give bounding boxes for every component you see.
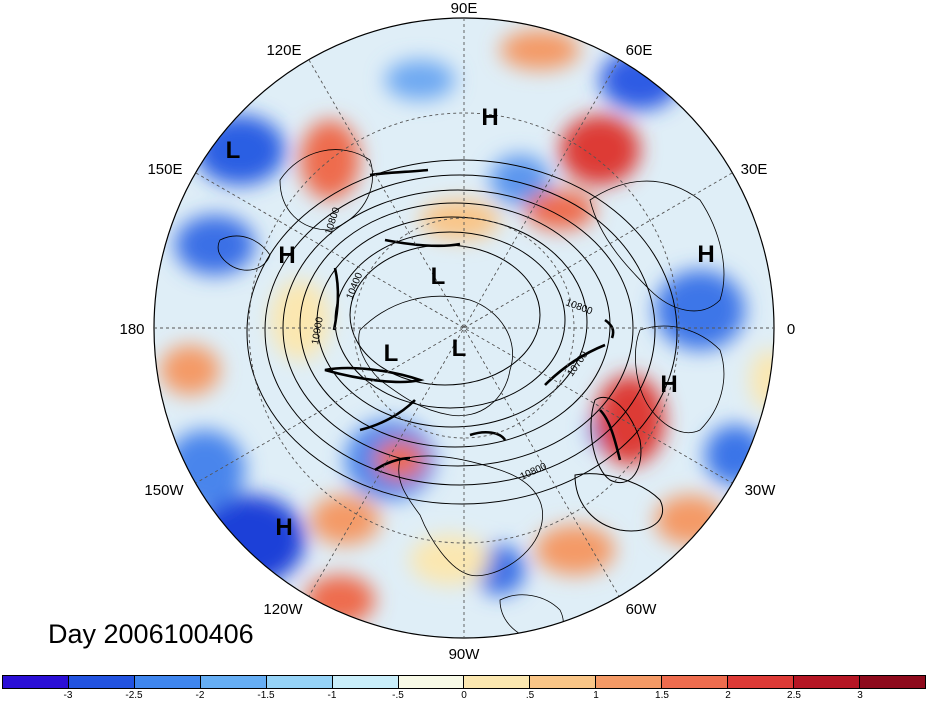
colorbar-tick-label: -1: [327, 690, 337, 701]
colorbar-segment: [398, 676, 465, 688]
colorbar-segment: [662, 676, 729, 688]
colorbar-segment: [134, 676, 201, 688]
colorbar-tick-label: 2.5: [787, 690, 801, 701]
lon-label-150e: 150E: [147, 161, 182, 178]
colorbar-segment: [3, 676, 69, 688]
low-marker: L: [452, 335, 467, 362]
colorbar-segment: [728, 676, 795, 688]
colorbar: [2, 675, 926, 689]
anomaly-field: [154, 18, 774, 638]
pressure-markers: H L H H L L L H H: [226, 104, 715, 541]
colorbar-tick-label: .5: [525, 690, 535, 701]
colorbar-segment: [859, 676, 925, 688]
lon-label-60w: 60W: [626, 601, 658, 618]
lon-label-120w: 120W: [263, 601, 303, 618]
longitude-labels: 90E 60E 30E 0 30W 60W 90W 120W 150W 180 …: [119, 0, 795, 663]
colorbar-tick-label: 2: [725, 690, 731, 701]
colorbar-ticks: -3 -2.5 -2 -1.5 -1 -.5 0 .5 1 1.5 2 2.5 3: [2, 690, 926, 702]
map-title: Day 2006100406: [48, 619, 254, 649]
colorbar-segment: [266, 676, 333, 688]
contour-label: 10900: [310, 316, 326, 346]
lon-label-90w: 90W: [449, 646, 481, 663]
low-marker: L: [431, 263, 446, 290]
lon-label-60e: 60E: [626, 42, 653, 59]
high-marker: H: [275, 514, 292, 541]
colorbar-tick-label: -.5: [392, 690, 404, 701]
colorbar-segment: [530, 676, 597, 688]
colorbar-segment: [332, 676, 399, 688]
colorbar-tick-label: -3: [63, 690, 73, 701]
high-marker: H: [481, 104, 498, 131]
lon-label-120e: 120E: [266, 42, 301, 59]
high-marker: H: [278, 242, 295, 269]
lon-label-150w: 150W: [144, 482, 184, 499]
lon-label-0: 0: [787, 321, 795, 338]
colorbar-segment: [68, 676, 135, 688]
high-marker: H: [697, 241, 714, 268]
low-marker: L: [384, 340, 399, 367]
colorbar-tick-label: -1.5: [257, 690, 275, 701]
lon-label-90e: 90E: [451, 0, 478, 17]
colorbar-tick-label: 1.5: [655, 690, 669, 701]
colorbar-tick-label: 3: [857, 690, 863, 701]
colorbar-tick-label: 1: [593, 690, 599, 701]
lon-label-30w: 30W: [745, 482, 777, 499]
lon-label-180: 180: [119, 321, 144, 338]
jet-streaks: [324, 168, 622, 472]
low-marker: L: [226, 137, 241, 164]
colorbar-tick-label: -2.5: [125, 690, 143, 701]
polar-stereographic-map: 90E 60E 30E 0 30W 60W 90W 120W 150W 180 …: [119, 0, 795, 663]
colorbar-segment: [464, 676, 531, 688]
colorbar-tick-label: 0: [461, 690, 467, 701]
colorbar-segment: [596, 676, 663, 688]
colorbar-segment: [794, 676, 860, 688]
colorbar-segment: [200, 676, 267, 688]
colorbar-tick-label: -2: [195, 690, 205, 701]
graticule: [154, 18, 774, 638]
high-marker: H: [660, 371, 677, 398]
lon-label-30e: 30E: [741, 161, 768, 178]
